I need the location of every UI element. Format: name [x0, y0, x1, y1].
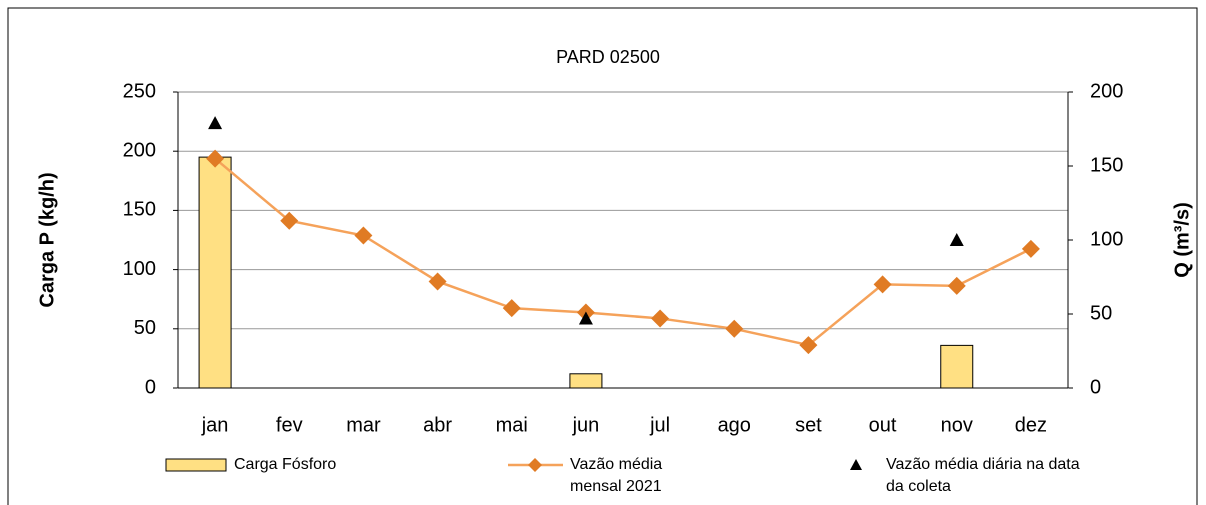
legend-label: Carga Fósforo: [234, 456, 337, 473]
x-tick-label: jul: [649, 414, 670, 436]
x-tick-label: jun: [572, 414, 600, 436]
triangle-marker: [208, 116, 223, 130]
x-tick-label: fev: [276, 414, 303, 436]
legend-swatch: [165, 458, 227, 472]
y-tick-label: 200: [123, 139, 156, 161]
y2-axis-label: Q (m³/s): [1171, 202, 1193, 278]
y2-tick-label: 100: [1090, 228, 1123, 250]
x-tick-label: abr: [423, 414, 452, 436]
y2-tick-label: 0: [1090, 376, 1101, 398]
bar: [198, 156, 232, 389]
x-tick-label: ago: [718, 414, 751, 436]
y-tick-label: 250: [123, 80, 156, 102]
x-tick-label: nov: [941, 414, 973, 436]
y2-tick-label: 200: [1090, 80, 1123, 102]
chart-title: PARD 02500: [556, 47, 660, 67]
line-marker: [206, 149, 225, 168]
x-tick-label: set: [795, 414, 822, 436]
y2-tick-label: 150: [1090, 154, 1123, 176]
line-marker: [651, 309, 670, 328]
bar: [569, 373, 603, 389]
plot-border: [177, 91, 1069, 389]
line-marker: [502, 299, 521, 318]
x-tick-label: mai: [496, 414, 528, 436]
y-tick-label: 50: [134, 317, 156, 339]
bar: [940, 344, 974, 389]
y-tick-label: 150: [123, 199, 156, 221]
line-marker: [725, 319, 744, 338]
line: [214, 157, 1032, 347]
y2-tick-label: 50: [1090, 302, 1112, 324]
legend-marker: [528, 458, 542, 472]
line-marker: [280, 211, 299, 230]
x-tick-label: out: [869, 414, 897, 436]
triangle-marker: [578, 311, 593, 325]
y-axis-label: Carga P (kg/h): [36, 172, 58, 307]
frame: [7, 7, 1198, 505]
line-marker: [947, 276, 966, 295]
y-tick-label: 100: [123, 258, 156, 280]
line-marker: [873, 275, 892, 294]
triangle-marker: [949, 233, 964, 246]
line-marker: [354, 226, 373, 245]
legend-marker: [850, 459, 862, 470]
x-tick-label: jan: [201, 414, 229, 436]
line-marker: [1021, 239, 1040, 258]
y-tick-label: 0: [145, 376, 156, 398]
x-tick-label: dez: [1015, 414, 1047, 436]
legend-label: Vazão média diária na data da coleta: [886, 456, 1080, 495]
line-marker: [799, 336, 818, 355]
x-tick-label: mar: [346, 414, 381, 436]
legend-label: Vazão média mensal 2021: [570, 456, 663, 495]
line-marker: [428, 272, 447, 291]
